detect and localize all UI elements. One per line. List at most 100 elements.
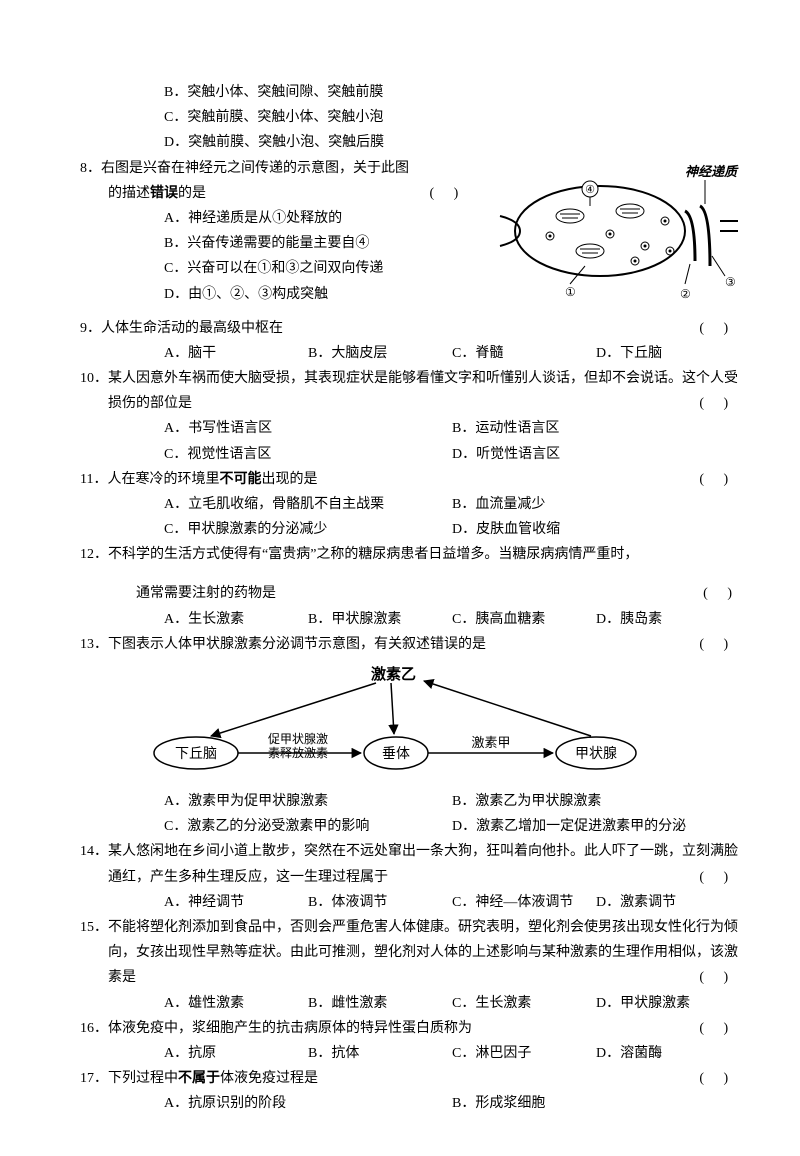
q12-options: A．生长激素 B．甲状腺激素 C．胰高血糖素 D．胰岛素 <box>80 607 740 632</box>
q16-stem-text: 16．体液免疫中，浆细胞产生的抗击病原体的特异性蛋白质称为 <box>80 1021 472 1036</box>
q10-option-c: C．视觉性语言区 <box>164 442 452 467</box>
q8-block: ④ ① ② ③ 神经递质 8．右图是兴奋在神经元之间传递的示意图，关于此图 的描… <box>80 156 740 316</box>
q15-block: 15．不能将塑化剂添加到食品中，否则会严重危害人体健康。研究表明，塑化剂会使男孩… <box>80 915 740 1016</box>
q11-option-d: D．皮肤血管收缩 <box>452 517 740 542</box>
q17-stem-bold: 不属于 <box>178 1071 220 1086</box>
diagram-top-label: 激素乙 <box>371 665 416 683</box>
q15-paren: ( ) <box>727 965 740 990</box>
q17-option-a: A．抗原识别的阶段 <box>164 1091 452 1116</box>
q9-stem-text: 9．人体生命活动的最高级中枢在 <box>80 321 283 336</box>
q9-option-d: D．下丘脑 <box>596 341 740 366</box>
q9-option-c: C．脊髓 <box>452 341 596 366</box>
q15-option-c: C．生长激素 <box>452 991 596 1016</box>
q13-block: 13．下图表示人体甲状腺激素分泌调节示意图，有关叙述错误的是 ( ) 激素乙 下… <box>80 632 740 840</box>
q14-options: A．神经调节 B．体液调节 C．神经—体液调节 D．激素调节 <box>80 890 740 915</box>
q15-options: A．雄性激素 B．雌性激素 C．生长激素 D．甲状腺激素 <box>80 991 740 1016</box>
synapse-figure: ④ ① ② ③ 神经递质 <box>490 156 740 306</box>
q11-options-row2: C．甲状腺激素的分泌减少 D．皮肤血管收缩 <box>80 517 740 542</box>
q10-options-row2: C．视觉性语言区 D．听觉性语言区 <box>80 442 740 467</box>
q10-option-d: D．听觉性语言区 <box>452 442 740 467</box>
q17-stem-pre: 17．下列过程中 <box>80 1071 178 1086</box>
q12-stem-line2: 通常需要注射的药物是 ( ) <box>80 581 740 606</box>
q16-option-a: A．抗原 <box>164 1041 308 1066</box>
q9-option-b: B．大脑皮层 <box>308 341 452 366</box>
node-thyroid: 甲状腺 <box>575 746 617 762</box>
edge1-label-l2: 素释放激素 <box>268 745 328 760</box>
q12-stem-line1: 12．不科学的生活方式使得有“富贵病”之称的糖尿病患者日益增多。当糖尿病病情严重… <box>80 542 740 567</box>
q14-stem: 14．某人悠闲地在乡间小道上散步，突然在不远处窜出一条大狗，狂叫着向他扑。此人吓… <box>80 839 740 889</box>
q17-block: 17．下列过程中不属于体液免疫过程是 ( ) A．抗原识别的阶段 B．形成浆细胞 <box>80 1066 740 1116</box>
q11-stem-bold: 不可能 <box>219 472 261 487</box>
q11-stem: 11．人在寒冷的环境里不可能出现的是 ( ) <box>80 467 740 492</box>
q17-paren: ( ) <box>727 1066 740 1091</box>
edge2-label: 激素甲 <box>471 735 510 750</box>
svg-text:②: ② <box>680 287 691 301</box>
q11-option-c: C．甲状腺激素的分泌减少 <box>164 517 452 542</box>
q16-option-b: B．抗体 <box>308 1041 452 1066</box>
q11-stem-post: 出现的是 <box>261 472 317 487</box>
q11-option-a: A．立毛肌收缩，骨骼肌不自主战栗 <box>164 492 452 517</box>
q16-option-c: C．淋巴因子 <box>452 1041 596 1066</box>
q14-option-d: D．激素调节 <box>596 890 740 915</box>
q13-stem-text: 13．下图表示人体甲状腺激素分泌调节示意图，有关叙述错误的是 <box>80 637 486 652</box>
q10-option-b: B．运动性语言区 <box>452 416 740 441</box>
q13-paren: ( ) <box>727 632 740 657</box>
q11-stem-pre: 11．人在寒冷的环境里 <box>80 472 219 487</box>
q12-paren: ( ) <box>703 581 740 606</box>
q12-option-c: C．胰高血糖素 <box>452 607 596 632</box>
q15-option-a: A．雄性激素 <box>164 991 308 1016</box>
q16-stem: 16．体液免疫中，浆细胞产生的抗击病原体的特异性蛋白质称为 ( ) <box>80 1016 740 1041</box>
q10-options-row1: A．书写性语言区 B．运动性语言区 <box>80 416 740 441</box>
q9-block: 9．人体生命活动的最高级中枢在 ( ) A．脑干 B．大脑皮层 C．脊髓 D．下… <box>80 316 740 366</box>
neurotransmitter-label: 神经递质 <box>685 164 739 179</box>
q11-option-b: B．血流量减少 <box>452 492 740 517</box>
q13-options-row2: C．激素乙的分泌受激素甲的影响 D．激素乙增加一定促进激素甲的分泌 <box>80 814 740 839</box>
q9-stem: 9．人体生命活动的最高级中枢在 ( ) <box>80 316 740 341</box>
q17-stem-post: 体液免疫过程是 <box>220 1071 318 1086</box>
q11-paren: ( ) <box>727 467 740 492</box>
q16-options: A．抗原 B．抗体 C．淋巴因子 D．溶菌酶 <box>80 1041 740 1066</box>
q9-options: A．脑干 B．大脑皮层 C．脊髓 D．下丘脑 <box>80 341 740 366</box>
q15-stem: 15．不能将塑化剂添加到食品中，否则会严重危害人体健康。研究表明，塑化剂会使男孩… <box>80 915 740 991</box>
q15-option-b: B．雌性激素 <box>308 991 452 1016</box>
q10-stem: 10．某人因意外车祸而使大脑受损，其表现症状是能够看懂文字和听懂别人谈话，但却不… <box>80 366 740 416</box>
q13-option-d: D．激素乙增加一定促进激素甲的分泌 <box>452 814 740 839</box>
q12-option-a: A．生长激素 <box>164 607 308 632</box>
q12-stem2-text: 通常需要注射的药物是 <box>136 586 276 601</box>
svg-text:①: ① <box>565 285 576 299</box>
q12-block: 12．不科学的生活方式使得有“富贵病”之称的糖尿病患者日益增多。当糖尿病病情严重… <box>80 542 740 632</box>
q14-paren: ( ) <box>727 865 740 890</box>
q14-option-c: C．神经—体液调节 <box>452 890 596 915</box>
edge1-label-l1: 促甲状腺激 <box>268 732 328 746</box>
q16-paren: ( ) <box>727 1016 740 1041</box>
q13-option-a: A．激素甲为促甲状腺激素 <box>164 789 452 814</box>
q7-option-c: C．突触前膜、突触小体、突触小泡 <box>80 105 740 130</box>
node-pituitary: 垂体 <box>382 746 410 762</box>
q8-paren: ( ) <box>430 186 467 201</box>
q10-option-a: A．书写性语言区 <box>164 416 452 441</box>
q15-option-d: D．甲状腺激素 <box>596 991 740 1016</box>
q15-stem-text: 15．不能将塑化剂添加到食品中，否则会严重危害人体健康。研究表明，塑化剂会使男孩… <box>80 920 738 985</box>
q7-option-b: B．突触小体、突触间隙、突触前膜 <box>80 80 740 105</box>
q13-options-row1: A．激素甲为促甲状腺激素 B．激素乙为甲状腺激素 <box>80 789 740 814</box>
q9-paren: ( ) <box>727 316 740 341</box>
q11-block: 11．人在寒冷的环境里不可能出现的是 ( ) A．立毛肌收缩，骨骼肌不自主战栗 … <box>80 467 740 543</box>
q16-block: 16．体液免疫中，浆细胞产生的抗击病原体的特异性蛋白质称为 ( ) A．抗原 B… <box>80 1016 740 1066</box>
q17-option-b: B．形成浆细胞 <box>452 1091 740 1116</box>
q14-option-a: A．神经调节 <box>164 890 308 915</box>
q13-stem: 13．下图表示人体甲状腺激素分泌调节示意图，有关叙述错误的是 ( ) <box>80 632 740 657</box>
q16-option-d: D．溶菌酶 <box>596 1041 740 1066</box>
hormone-svg: 激素乙 下丘脑 垂体 甲状腺 促甲状腺激 素释放激素 激素甲 <box>136 663 656 783</box>
q14-stem-text: 14．某人悠闲地在乡间小道上散步，突然在不远处窜出一条大狗，狂叫着向他扑。此人吓… <box>80 844 738 884</box>
q8-stem2-post: 的是 <box>178 186 206 201</box>
q14-option-b: B．体液调节 <box>308 890 452 915</box>
q8-stem2-bold: 错误 <box>150 186 178 201</box>
synapse-diagram: ④ ① ② ③ 神经递质 <box>490 156 740 306</box>
q9-option-a: A．脑干 <box>164 341 308 366</box>
q8-stem2-pre: 的描述 <box>108 186 150 201</box>
node-hypothalamus: 下丘脑 <box>175 746 217 762</box>
q11-options-row1: A．立毛肌收缩，骨骼肌不自主战栗 B．血流量减少 <box>80 492 740 517</box>
hormone-diagram: 激素乙 下丘脑 垂体 甲状腺 促甲状腺激 素释放激素 激素甲 <box>136 663 740 783</box>
q17-stem: 17．下列过程中不属于体液免疫过程是 ( ) <box>80 1066 740 1091</box>
q12-option-b: B．甲状腺激素 <box>308 607 452 632</box>
